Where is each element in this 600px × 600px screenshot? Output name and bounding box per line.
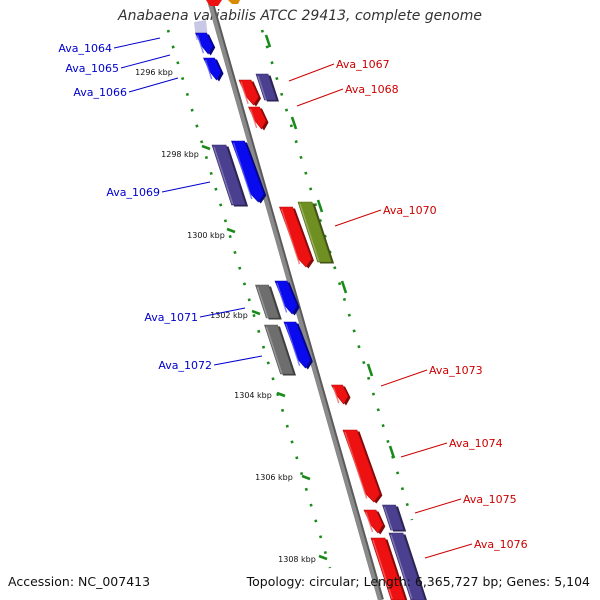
gene-label-left[interactable]: Ava_1064 <box>58 42 112 55</box>
leader-line-right <box>424 543 473 559</box>
scale-label: 1298 kbp <box>161 150 199 159</box>
gene-ava-1071a[interactable] <box>255 284 280 319</box>
gene-ava-1075b-highlight <box>383 506 393 531</box>
leader-line-right <box>380 369 428 387</box>
gene-label-right[interactable]: Ava_1070 <box>383 204 437 217</box>
leader-line-left <box>128 77 179 93</box>
scale-dotted-line-left <box>166 29 332 569</box>
gene-label-right[interactable]: Ava_1068 <box>345 83 399 96</box>
major-tick-left-3 <box>251 309 261 316</box>
major-tick-left-1 <box>201 144 211 151</box>
scale-label: 1306 kbp <box>255 473 293 482</box>
gene-label-right[interactable]: Ava_1076 <box>474 538 528 551</box>
major-tick-left-5 <box>301 474 311 481</box>
major-tick-right-4 <box>340 280 348 294</box>
gene-ava-1069b-highlight <box>232 142 253 200</box>
gene-ava-1076b[interactable] <box>388 532 426 600</box>
gene-ava-1071b-highlight <box>276 282 288 313</box>
gene-ava-1070b[interactable] <box>297 201 333 263</box>
map-title: Anabaena variabilis ATCC 29413, complete… <box>118 8 482 24</box>
gene-ava-1072a[interactable] <box>264 324 294 375</box>
gene-ava-1071a-highlight <box>256 286 269 319</box>
gene-ava-1074-highlight <box>344 431 368 499</box>
major-tick-right-2 <box>290 116 298 130</box>
leader-line-left <box>113 37 161 49</box>
gene-label-right[interactable]: Ava_1074 <box>449 437 503 450</box>
major-tick-right-3 <box>316 199 324 213</box>
gene-ava-1069a[interactable] <box>211 144 247 206</box>
gene-label-right[interactable]: Ava_1073 <box>429 364 483 377</box>
gene-ava-1076a[interactable] <box>370 537 406 600</box>
scale-label: 1300 kbp <box>187 231 225 240</box>
gene-ava-1064-highlight <box>196 34 205 54</box>
leader-line-right <box>296 88 344 107</box>
accession-text: Accession: NC_007413 <box>8 574 151 589</box>
gene-label-left[interactable]: Ava_1072 <box>158 359 212 372</box>
gene-ava-1067a-highlight <box>240 81 249 105</box>
genome-summary-text: Topology: circular; Length: 6,365,727 bp… <box>246 574 590 589</box>
gene-ava-1075a-highlight <box>365 511 374 533</box>
gene-label-right[interactable]: Ava_1067 <box>336 58 390 71</box>
gene-ava-1072a-highlight <box>265 326 283 374</box>
gene-ava-1073-highlight <box>332 386 340 404</box>
gene-ava-1069a-highlight <box>213 146 234 205</box>
leader-line-left <box>213 355 263 366</box>
scale-label: 1296 kbp <box>135 68 173 77</box>
gene-ava-1076a-highlight <box>372 539 393 600</box>
leader-line-left <box>199 307 246 318</box>
major-tick-left-2 <box>226 227 236 234</box>
major-tick-left-6 <box>318 554 328 561</box>
leader-line-right <box>334 209 382 227</box>
leader-line-right <box>414 498 462 514</box>
gene-ava-1076b-highlight <box>390 534 413 599</box>
gene-top-fragment-orange <box>228 0 240 4</box>
gene-ava-1070b-highlight <box>299 203 320 262</box>
leader-line-left <box>120 54 171 69</box>
gene-label-left[interactable]: Ava_1071 <box>144 311 198 324</box>
gene-ava-1067b[interactable] <box>255 73 277 101</box>
major-tick-right-6 <box>388 445 396 459</box>
gene-label-left[interactable]: Ava_1065 <box>65 62 119 75</box>
gene-ava-1065-highlight <box>204 59 213 80</box>
gene-ava-1070a-highlight <box>280 208 301 265</box>
gene-ava-1068-highlight <box>249 108 258 129</box>
major-tick-left-4 <box>276 391 286 398</box>
gene-label-right[interactable]: Ava_1075 <box>463 493 517 506</box>
gene-label-left[interactable]: Ava_1066 <box>73 86 127 99</box>
leader-line-right <box>400 442 448 458</box>
gene-ava-1067b-highlight <box>257 75 267 101</box>
gene-top-fragment-red <box>206 0 222 6</box>
scale-label: 1302 kbp <box>210 311 248 320</box>
major-tick-right-1 <box>264 34 272 48</box>
major-tick-right-5 <box>366 363 374 377</box>
gene-ava-1075b[interactable] <box>382 504 405 531</box>
gene-label-left[interactable]: Ava_1069 <box>106 186 160 199</box>
leader-line-right <box>288 63 335 82</box>
scale-label: 1304 kbp <box>234 391 272 400</box>
scale-label: 1308 kbp <box>278 555 316 564</box>
leader-line-left <box>161 181 211 193</box>
gene-ava-1072b-highlight <box>285 323 301 367</box>
